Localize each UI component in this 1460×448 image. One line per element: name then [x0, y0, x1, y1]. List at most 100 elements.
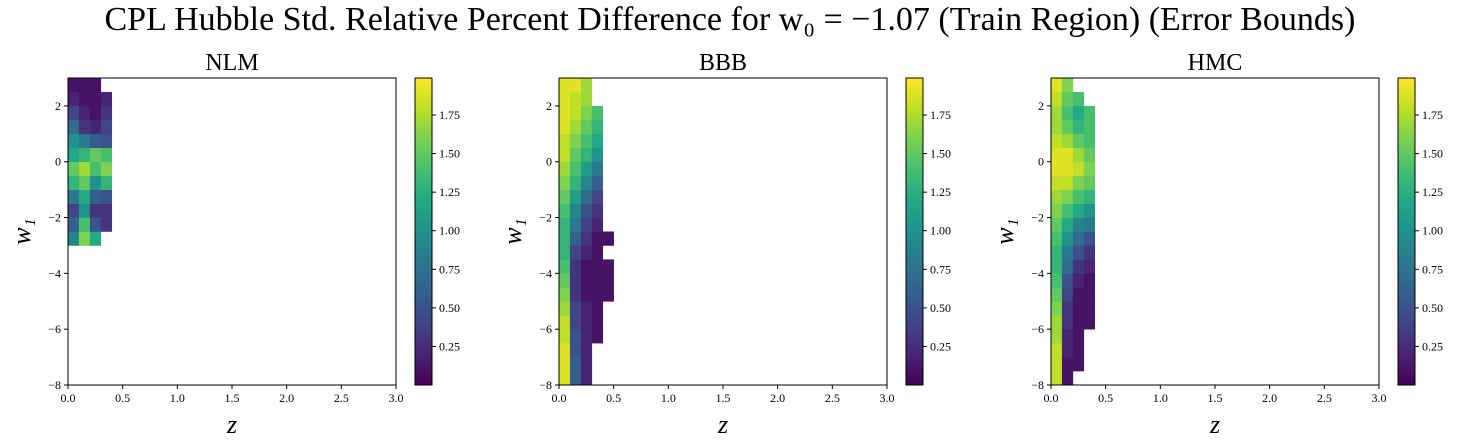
- x-tick-label: 3.0: [389, 391, 404, 405]
- heatmap-cell: [1072, 161, 1085, 176]
- heatmap-cell: [100, 105, 113, 121]
- y-tick-label: −2: [539, 211, 552, 225]
- y-tick-label: 0: [1038, 155, 1044, 169]
- heatmap-cell: [580, 231, 593, 246]
- heatmap-cell: [569, 371, 582, 386]
- heatmap-cell: [559, 343, 571, 358]
- x-axis-label: z: [226, 410, 237, 439]
- heatmap-cell: [89, 119, 102, 135]
- heatmap-cell: [580, 105, 593, 121]
- heatmap-cell: [580, 287, 593, 302]
- heatmap-cell: [1061, 217, 1074, 232]
- heatmap-cell: [1083, 119, 1096, 135]
- panel-title: HMC: [1188, 50, 1243, 76]
- heatmap-cell: [1083, 133, 1096, 149]
- heatmap-cell: [580, 259, 593, 274]
- heatmap-cell: [1083, 203, 1096, 218]
- heatmap-cell: [559, 189, 571, 204]
- heatmap-cell: [1072, 231, 1085, 246]
- colorbar-tick-label: 0.50: [930, 301, 951, 315]
- heatmap-cell: [1051, 357, 1063, 372]
- heatmap-cell: [78, 161, 91, 176]
- heatmap-cell: [580, 147, 593, 163]
- heatmap-cell: [1083, 287, 1096, 302]
- heatmap-cell: [78, 78, 91, 93]
- heatmap-cell: [1072, 91, 1085, 107]
- heatmap-cell: [89, 161, 102, 176]
- x-tick-label: 1.5: [1208, 391, 1223, 405]
- heatmap-cell: [1061, 315, 1074, 330]
- heatmap-cell: [1061, 329, 1074, 344]
- heatmap-cell: [559, 119, 571, 135]
- heatmap-cell: [602, 231, 614, 246]
- heatmap-cell: [559, 78, 571, 93]
- y-axis-label: w₁: [498, 218, 527, 244]
- heatmap-cell: [78, 133, 91, 149]
- heatmap-cell: [1083, 301, 1096, 316]
- colorbar-tick-label: 1.25: [930, 185, 951, 199]
- heatmap-cell: [580, 91, 593, 107]
- heatmap-cell: [559, 105, 571, 121]
- heatmap-cell: [569, 161, 582, 176]
- heatmap-cell: [89, 105, 102, 121]
- heatmap-cell: [559, 287, 571, 302]
- heatmap-cell: [1072, 315, 1085, 330]
- heatmap-cell: [559, 371, 571, 386]
- heatmap-cell: [559, 357, 571, 372]
- heatmap-cell: [68, 175, 80, 190]
- heatmap-cell: [569, 273, 582, 288]
- panel-title: BBB: [699, 50, 747, 76]
- colorbar-tick-label: 0.25: [439, 339, 460, 353]
- y-axis-label: w₁: [7, 218, 36, 244]
- heatmap-cell: [100, 133, 113, 149]
- x-tick-label: 0.0: [61, 391, 76, 405]
- heatmap-cell: [89, 231, 102, 246]
- colorbar-tick-label: 0.75: [439, 262, 460, 276]
- x-tick-label: 3.0: [1372, 391, 1387, 405]
- heatmap-cell: [89, 133, 102, 149]
- heatmap-cell: [100, 91, 113, 107]
- heatmap-cell: [569, 315, 582, 330]
- heatmap-cell: [559, 91, 571, 107]
- heatmap-cell: [591, 259, 604, 274]
- heatmap-cell: [559, 259, 571, 274]
- colorbar-tick-label: 0.50: [439, 301, 460, 315]
- heatmap-cell: [1051, 203, 1063, 218]
- heatmap-cell: [1072, 245, 1085, 260]
- heatmap-cell: [569, 91, 582, 107]
- heatmap-cell: [78, 189, 91, 204]
- colorbar: [905, 77, 924, 386]
- heatmap-cell: [569, 301, 582, 316]
- heatmap-cell: [68, 147, 80, 163]
- heatmap-cell: [1051, 287, 1063, 302]
- heatmap-cell: [591, 105, 604, 121]
- heatmap-cell: [580, 119, 593, 135]
- heatmap-cell: [68, 217, 80, 232]
- heatmap-cell: [569, 189, 582, 204]
- heatmap-cell: [1072, 217, 1085, 232]
- heatmap-cell: [1072, 105, 1085, 121]
- heatmap-cell: [580, 371, 593, 386]
- y-tick-label: −6: [539, 322, 552, 336]
- heatmap-cell: [1072, 329, 1085, 344]
- heatmap-cell: [591, 273, 604, 288]
- colorbar-tick-label: 1.25: [439, 185, 460, 199]
- x-tick-label: 3.0: [880, 391, 895, 405]
- heatmap-cell: [1061, 91, 1074, 107]
- colorbar-tick-label: 1.50: [930, 147, 951, 161]
- heatmap-cell: [1051, 175, 1063, 190]
- heatmap-cell: [1083, 231, 1096, 246]
- x-tick-label: 1.5: [225, 391, 240, 405]
- colorbar-tick-label: 0.75: [1422, 262, 1443, 276]
- x-tick-label: 2.5: [1317, 391, 1332, 405]
- colorbar: [1397, 77, 1416, 386]
- heatmap-cell: [591, 203, 604, 218]
- heatmap-cell: [1051, 147, 1063, 163]
- heatmap-cell: [78, 147, 91, 163]
- heatmap-cell: [569, 259, 582, 274]
- heatmap-cell: [1061, 175, 1074, 190]
- colorbar-tick-label: 1.50: [439, 147, 460, 161]
- heatmap-cell: [100, 161, 113, 176]
- heatmap-cell: [591, 217, 604, 232]
- heatmap-cell: [580, 329, 593, 344]
